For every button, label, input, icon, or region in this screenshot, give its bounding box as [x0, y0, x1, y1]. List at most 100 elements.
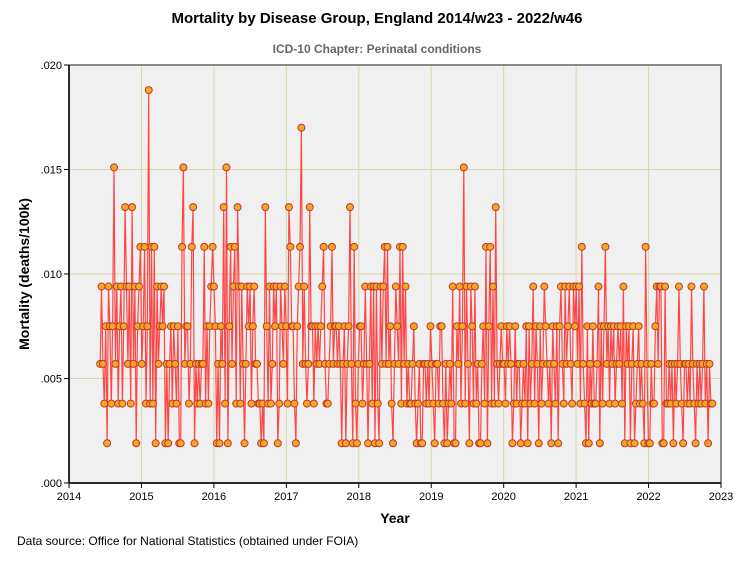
x-tick-label: 2018 [347, 491, 371, 503]
data-point [143, 322, 152, 331]
data-point [659, 439, 668, 448]
data-point [300, 282, 309, 291]
data-point [215, 439, 224, 448]
data-point [465, 439, 474, 448]
data-point [563, 322, 572, 331]
data-point [508, 439, 517, 448]
x-tick-label: 2014 [57, 491, 81, 503]
data-point [296, 242, 305, 251]
data-point [129, 359, 138, 368]
data-point [593, 359, 602, 368]
data-point [595, 439, 604, 448]
data-point [575, 282, 584, 291]
data-point [437, 322, 446, 331]
data-point [248, 322, 257, 331]
data-point [279, 359, 288, 368]
data-point [418, 439, 427, 448]
data-point [144, 86, 153, 95]
data-point [284, 203, 293, 212]
y-tick-label: .015 [41, 165, 62, 177]
data-point [611, 399, 620, 408]
data-point [323, 399, 332, 408]
data-point [228, 359, 237, 368]
data-point [318, 282, 327, 291]
data-point [459, 163, 468, 172]
data-point [458, 322, 467, 331]
y-axis-label: Mortality (deaths/100k) [16, 198, 32, 350]
data-point [484, 322, 493, 331]
data-point [550, 359, 559, 368]
y-tick-label: .000 [41, 478, 62, 490]
data-point [222, 163, 231, 172]
data-point [630, 439, 639, 448]
data-point [252, 359, 261, 368]
x-tick-label: 2023 [709, 491, 733, 503]
data-point [259, 439, 268, 448]
data-point [176, 439, 185, 448]
data-point [455, 282, 464, 291]
data-point [454, 359, 463, 368]
data-point [178, 242, 187, 251]
data-point [268, 359, 277, 368]
x-tick-label: 2019 [419, 491, 443, 503]
data-point [619, 282, 628, 291]
data-point [110, 163, 119, 172]
data-point [219, 203, 228, 212]
data-point [568, 399, 577, 408]
data-point [554, 439, 563, 448]
data-point [128, 203, 137, 212]
data-point [379, 282, 388, 291]
data-point [316, 322, 325, 331]
data-point [233, 203, 242, 212]
chart-title: Mortality by Disease Group, England 2014… [171, 10, 583, 27]
data-point [389, 439, 398, 448]
data-point [654, 359, 663, 368]
data-point [135, 282, 144, 291]
data-point [519, 359, 528, 368]
data-point [273, 439, 282, 448]
data-point [262, 322, 271, 331]
data-point [541, 322, 550, 331]
data-point [148, 399, 157, 408]
data-point [198, 359, 207, 368]
data-point [261, 203, 270, 212]
data-point [373, 399, 382, 408]
data-point [433, 359, 442, 368]
data-point [445, 359, 454, 368]
data-point [530, 399, 539, 408]
data-point [236, 399, 245, 408]
data-point [126, 399, 135, 408]
data-point [586, 359, 595, 368]
data-point [209, 282, 218, 291]
data-point [647, 359, 656, 368]
data-point [305, 203, 314, 212]
data-point [584, 439, 593, 448]
data-point [345, 203, 354, 212]
data-point [426, 322, 435, 331]
data-point [179, 163, 188, 172]
x-tick-label: 2021 [564, 491, 588, 503]
data-point [280, 282, 289, 291]
data-point [480, 399, 489, 408]
data-point [414, 399, 423, 408]
data-point [687, 282, 696, 291]
data-point [540, 282, 549, 291]
data-point [184, 399, 193, 408]
data-point [448, 282, 457, 291]
chart-subtitle: ICD-10 Chapter: Perinatal conditions [272, 42, 482, 56]
data-point [119, 322, 128, 331]
data-point [225, 322, 234, 331]
data-point [230, 242, 239, 251]
data-point [98, 359, 107, 368]
data-point [286, 242, 295, 251]
data-point [164, 439, 173, 448]
x-tick-label: 2017 [274, 491, 298, 503]
data-point [341, 439, 350, 448]
data-point [221, 399, 230, 408]
y-tick-label: .010 [41, 269, 62, 281]
data-point [266, 399, 275, 408]
data-point [121, 203, 130, 212]
y-tick-label: .020 [41, 60, 62, 72]
data-point [691, 439, 700, 448]
